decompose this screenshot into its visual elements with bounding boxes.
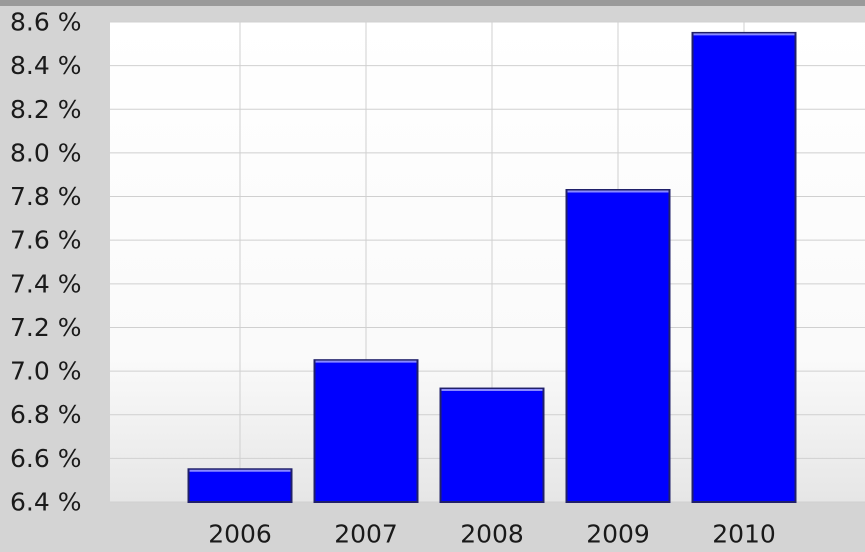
- y-tick-label: 8.4 %: [10, 51, 81, 80]
- y-tick-label: 7.0 %: [10, 357, 81, 386]
- bar-2009: [565, 189, 671, 503]
- y-tick-label: 8.2 %: [10, 95, 81, 124]
- x-tick-label: 2008: [460, 520, 524, 549]
- y-tick-label: 7.4 %: [10, 269, 81, 298]
- bar-2008: [439, 387, 545, 503]
- y-tick-label: 8.6 %: [10, 8, 81, 37]
- y-tick-label: 8.0 %: [10, 138, 81, 167]
- bar-2007: [313, 359, 419, 503]
- y-axis-ticks: 6.4 % 6.6 % 6.8 % 7.0 % 7.2 % 7.4 % 7.6 % 7.8 %…: [10, 8, 81, 517]
- window-top-border: [0, 0, 865, 6]
- x-tick-label: 2007: [334, 520, 398, 549]
- x-tick-label: 2010: [712, 520, 776, 549]
- bars: [187, 31, 797, 504]
- y-tick-label: 7.8 %: [10, 182, 81, 211]
- y-tick-label: 6.8 %: [10, 400, 81, 429]
- bar-2010: [691, 31, 797, 504]
- y-tick-label: 7.2 %: [10, 313, 81, 342]
- x-axis-ticks: 2006 2007 2008 2009 2010: [208, 520, 776, 549]
- bar-2006: [187, 468, 293, 504]
- x-tick-label: 2009: [586, 520, 650, 549]
- y-tick-label: 6.4 %: [10, 488, 81, 517]
- x-tick-label: 2006: [208, 520, 272, 549]
- y-tick-label: 6.6 %: [10, 444, 81, 473]
- y-tick-label: 7.6 %: [10, 226, 81, 255]
